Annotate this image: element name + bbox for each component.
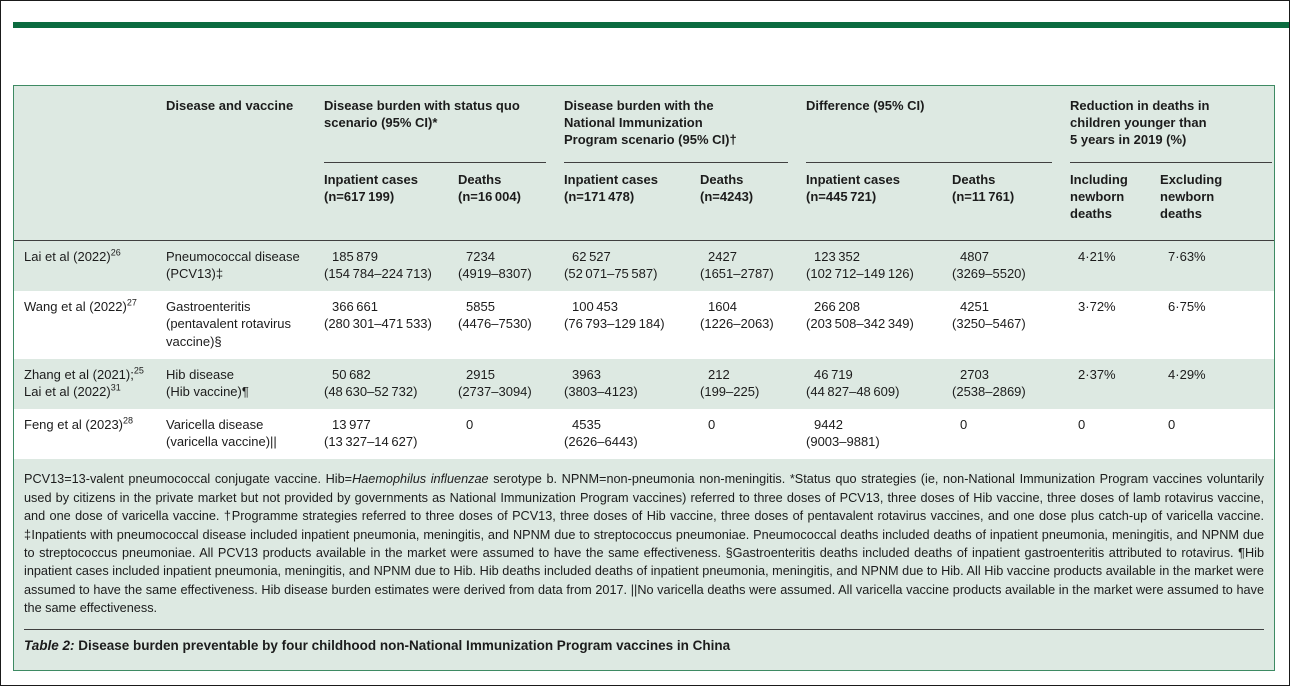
group-underline	[806, 162, 1053, 163]
cell-nip-cases: 100 453 (76 793–129 184)	[564, 299, 665, 332]
cell-nip-deaths: 1604 (1226–2063)	[700, 299, 774, 332]
cell-sq-deaths: 0	[466, 417, 474, 433]
cell-diff-cases: 9442 (9003–9881)	[806, 417, 880, 450]
cell-nip-deaths: 2427 (1651–2787)	[700, 249, 774, 282]
cell-nip-deaths: 212 (199–225)	[700, 366, 760, 399]
study-citation: Zhang et al (2021);	[24, 366, 134, 382]
table-row-varicella: Feng et al (2023)28 Varicella disease (v…	[14, 409, 1274, 460]
subheader-empty-disease	[164, 163, 322, 241]
subheader-including-newborn: Including newborn deaths	[1068, 163, 1159, 241]
cell-disease: Gastroenteritis (pentavalent rotavirus v…	[166, 299, 292, 349]
cell-reduction-excluding: 6·75%	[1168, 299, 1206, 315]
header-group-row: Disease and vaccine Disease burden with …	[14, 86, 1274, 163]
cell-reduction-including: 4·21%	[1078, 249, 1116, 264]
top-divider-rule	[13, 22, 1289, 28]
cell-study: Zhang et al (2021);25 Lai et al (2022)31	[14, 359, 164, 409]
study-citation: Feng et al (2023)	[24, 417, 124, 433]
cell-reduction-excluding: 4·29%	[1168, 366, 1206, 382]
footnote-segment: serotype b. NPNM=non-pneumonia non-menin…	[24, 472, 1264, 616]
cell-sq-cases: 50 682 (48 630–52 732)	[324, 366, 418, 399]
table-row-hib: Zhang et al (2021);25 Lai et al (2022)31…	[14, 358, 1274, 410]
group-header-status-quo: Disease burden with status quo scenario …	[322, 86, 562, 163]
cell-disease: Varicella disease (varicella vaccine)||	[166, 417, 277, 450]
subheader-diff-inpatient: Inpatient cases (n=445 721)	[804, 163, 951, 241]
header-sub-row: Inpatient cases (n=617 199) Deaths (n=16…	[14, 163, 1274, 241]
subheader-diff-deaths: Deaths (n=11 761)	[950, 163, 1069, 241]
subheader-sq-inpatient: Inpatient cases (n=617 199)	[322, 163, 456, 241]
cell-nip-deaths: 0	[708, 417, 716, 433]
footnote-segment: PCV13=13-valent pneumococcal conjugate v…	[24, 472, 353, 487]
subheader-nip-inpatient: Inpatient cases (n=171 478)	[562, 163, 699, 241]
cell-study: Feng et al (2023)28	[14, 409, 164, 459]
table-row-pneumococcal: Lai et al (2022)26 Pneumococcal disease …	[14, 240, 1274, 292]
cell-reduction-including: 3·72%	[1078, 299, 1116, 315]
group-underline	[1070, 162, 1272, 163]
cell-reduction-excluding: 0	[1168, 417, 1176, 433]
table-row-gastroenteritis: Wang et al (2022)27 Gastroenteritis (pen…	[14, 291, 1274, 359]
cell-disease: Pneumococcal disease (PCV13)‡	[166, 249, 300, 282]
group-header-reduction: Reduction in deaths in children younger …	[1068, 86, 1274, 163]
group-header-nip-label: Disease burden with the National Immuniz…	[564, 98, 737, 148]
burden-table: Disease and vaccine Disease burden with …	[14, 86, 1274, 460]
footnotes-text: PCV13=13-valent pneumococcal conjugate v…	[14, 459, 1274, 623]
cell-diff-deaths: 4251 (3250–5467)	[952, 299, 1026, 332]
cell-sq-cases: 366 661 (280 301–471 533)	[324, 299, 432, 332]
cell-nip-cases: 62 527 (52 071–75 587)	[564, 249, 658, 282]
subheader-excluding-newborn: Excluding newborn deaths	[1158, 163, 1274, 241]
group-header-reduction-label: Reduction in deaths in children younger …	[1070, 98, 1210, 148]
reference-superscript: 27	[126, 297, 137, 308]
cell-sq-cases: 13 977 (13 327–14 627)	[324, 417, 418, 450]
group-header-nip: Disease burden with the National Immuniz…	[562, 86, 804, 163]
cell-sq-deaths: 5855 (4476–7530)	[458, 299, 532, 332]
reference-superscript: 26	[110, 247, 121, 258]
table-caption-label: Table 2:	[24, 637, 75, 653]
cell-disease: Hib disease (Hib vaccine)¶	[166, 366, 249, 399]
cell-sq-cases: 185 879 (154 784–224 713)	[324, 249, 432, 282]
cell-study: Wang et al (2022)27	[14, 291, 164, 358]
table-caption-text: Disease burden preventable by four child…	[74, 637, 731, 653]
group-header-status-quo-label: Disease burden with status quo scenario …	[324, 98, 520, 131]
cell-diff-deaths: 4807 (3269–5520)	[952, 249, 1026, 282]
study-citation: Lai et al (2022)	[24, 249, 111, 264]
reference-superscript: 25	[133, 365, 144, 376]
cell-sq-deaths: 7234 (4919–8307)	[458, 249, 532, 282]
header-empty-study	[14, 86, 164, 163]
cell-nip-cases: 4535 (2626–6443)	[564, 417, 638, 450]
cell-diff-cases: 123 352 (102 712–149 126)	[806, 249, 914, 282]
subheader-sq-deaths: Deaths (n=16 004)	[456, 163, 563, 241]
study-citation: Lai et al (2022)	[24, 383, 111, 399]
footnote-italic-species: Haemophilus influenzae	[352, 472, 489, 487]
reference-superscript: 31	[110, 382, 121, 393]
cell-sq-deaths: 2915 (2737–3094)	[458, 366, 532, 399]
subheader-nip-deaths: Deaths (n=4243)	[698, 163, 805, 241]
cell-diff-deaths: 2703 (2538–2869)	[952, 366, 1026, 399]
subheader-empty-study	[14, 163, 164, 241]
group-header-difference: Difference (95% CI)	[804, 86, 1068, 163]
header-disease-vaccine: Disease and vaccine	[166, 98, 294, 113]
table-caption: Table 2: Disease burden preventable by f…	[24, 628, 1264, 653]
cell-study: Lai et al (2022)26	[14, 241, 164, 292]
table-panel: Disease and vaccine Disease burden with …	[13, 85, 1275, 671]
cell-reduction-excluding: 7·63%	[1168, 249, 1206, 264]
cell-diff-cases: 46 719 (44 827–48 609)	[806, 366, 900, 399]
study-citation: Wang et al (2022)	[24, 299, 127, 315]
cell-nip-cases: 3963 (3803–4123)	[564, 366, 638, 399]
cell-reduction-including: 0	[1078, 417, 1086, 433]
cell-diff-cases: 266 208 (203 508–342 349)	[806, 299, 914, 332]
group-underline	[324, 162, 547, 163]
group-header-difference-label: Difference (95% CI)	[806, 98, 925, 113]
cell-diff-deaths: 0	[960, 417, 968, 433]
cell-reduction-including: 2·37%	[1078, 366, 1116, 382]
reference-superscript: 28	[123, 415, 134, 426]
group-underline	[564, 162, 789, 163]
